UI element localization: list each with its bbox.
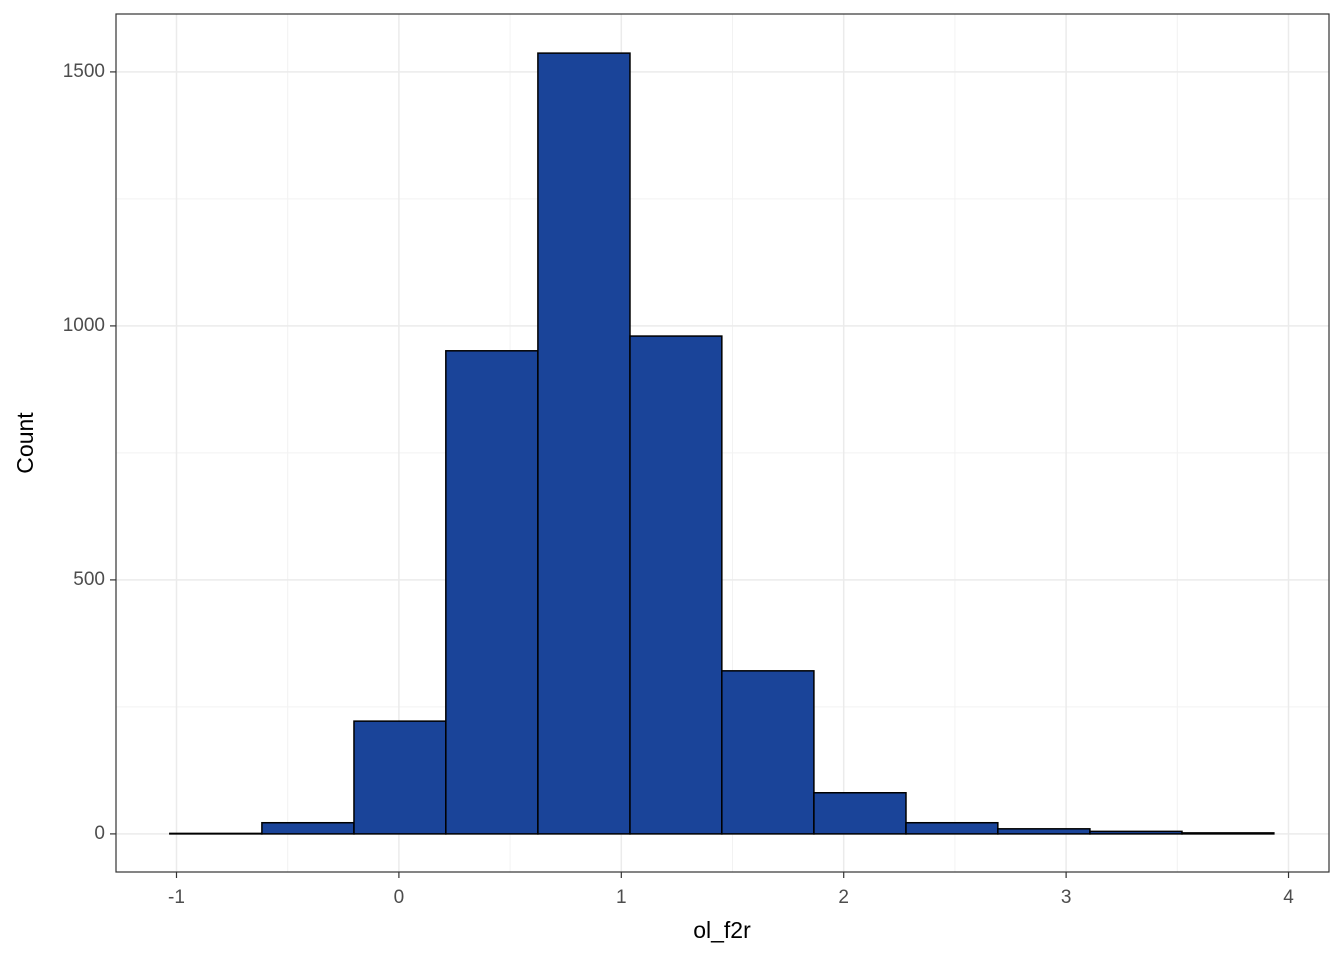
x-tick-label: -1 <box>168 887 185 908</box>
bar <box>537 52 631 835</box>
bar <box>169 832 263 835</box>
bar <box>721 670 815 835</box>
bar <box>997 828 1091 835</box>
x-tick-label: 3 <box>1061 887 1072 908</box>
bar <box>445 350 539 835</box>
x-axis-title: ol_f2r <box>693 917 751 943</box>
bar <box>353 720 447 835</box>
x-tick-label: 1 <box>616 887 627 908</box>
bar <box>905 821 999 835</box>
y-tick-label: 1500 <box>63 61 105 82</box>
bar <box>1181 832 1275 835</box>
bar <box>261 821 355 835</box>
y-tick-label: 1000 <box>63 315 105 336</box>
y-tick-label: 0 <box>94 823 105 844</box>
y-tick-label: 500 <box>73 569 105 590</box>
x-tick-label: 2 <box>838 887 849 908</box>
bar <box>1089 830 1183 835</box>
x-tick-label: 4 <box>1283 887 1294 908</box>
bar <box>629 335 723 835</box>
y-axis-title: Count <box>12 412 38 474</box>
bar <box>813 792 907 835</box>
panel-border <box>115 13 1330 873</box>
x-tick-label: 0 <box>394 887 405 908</box>
